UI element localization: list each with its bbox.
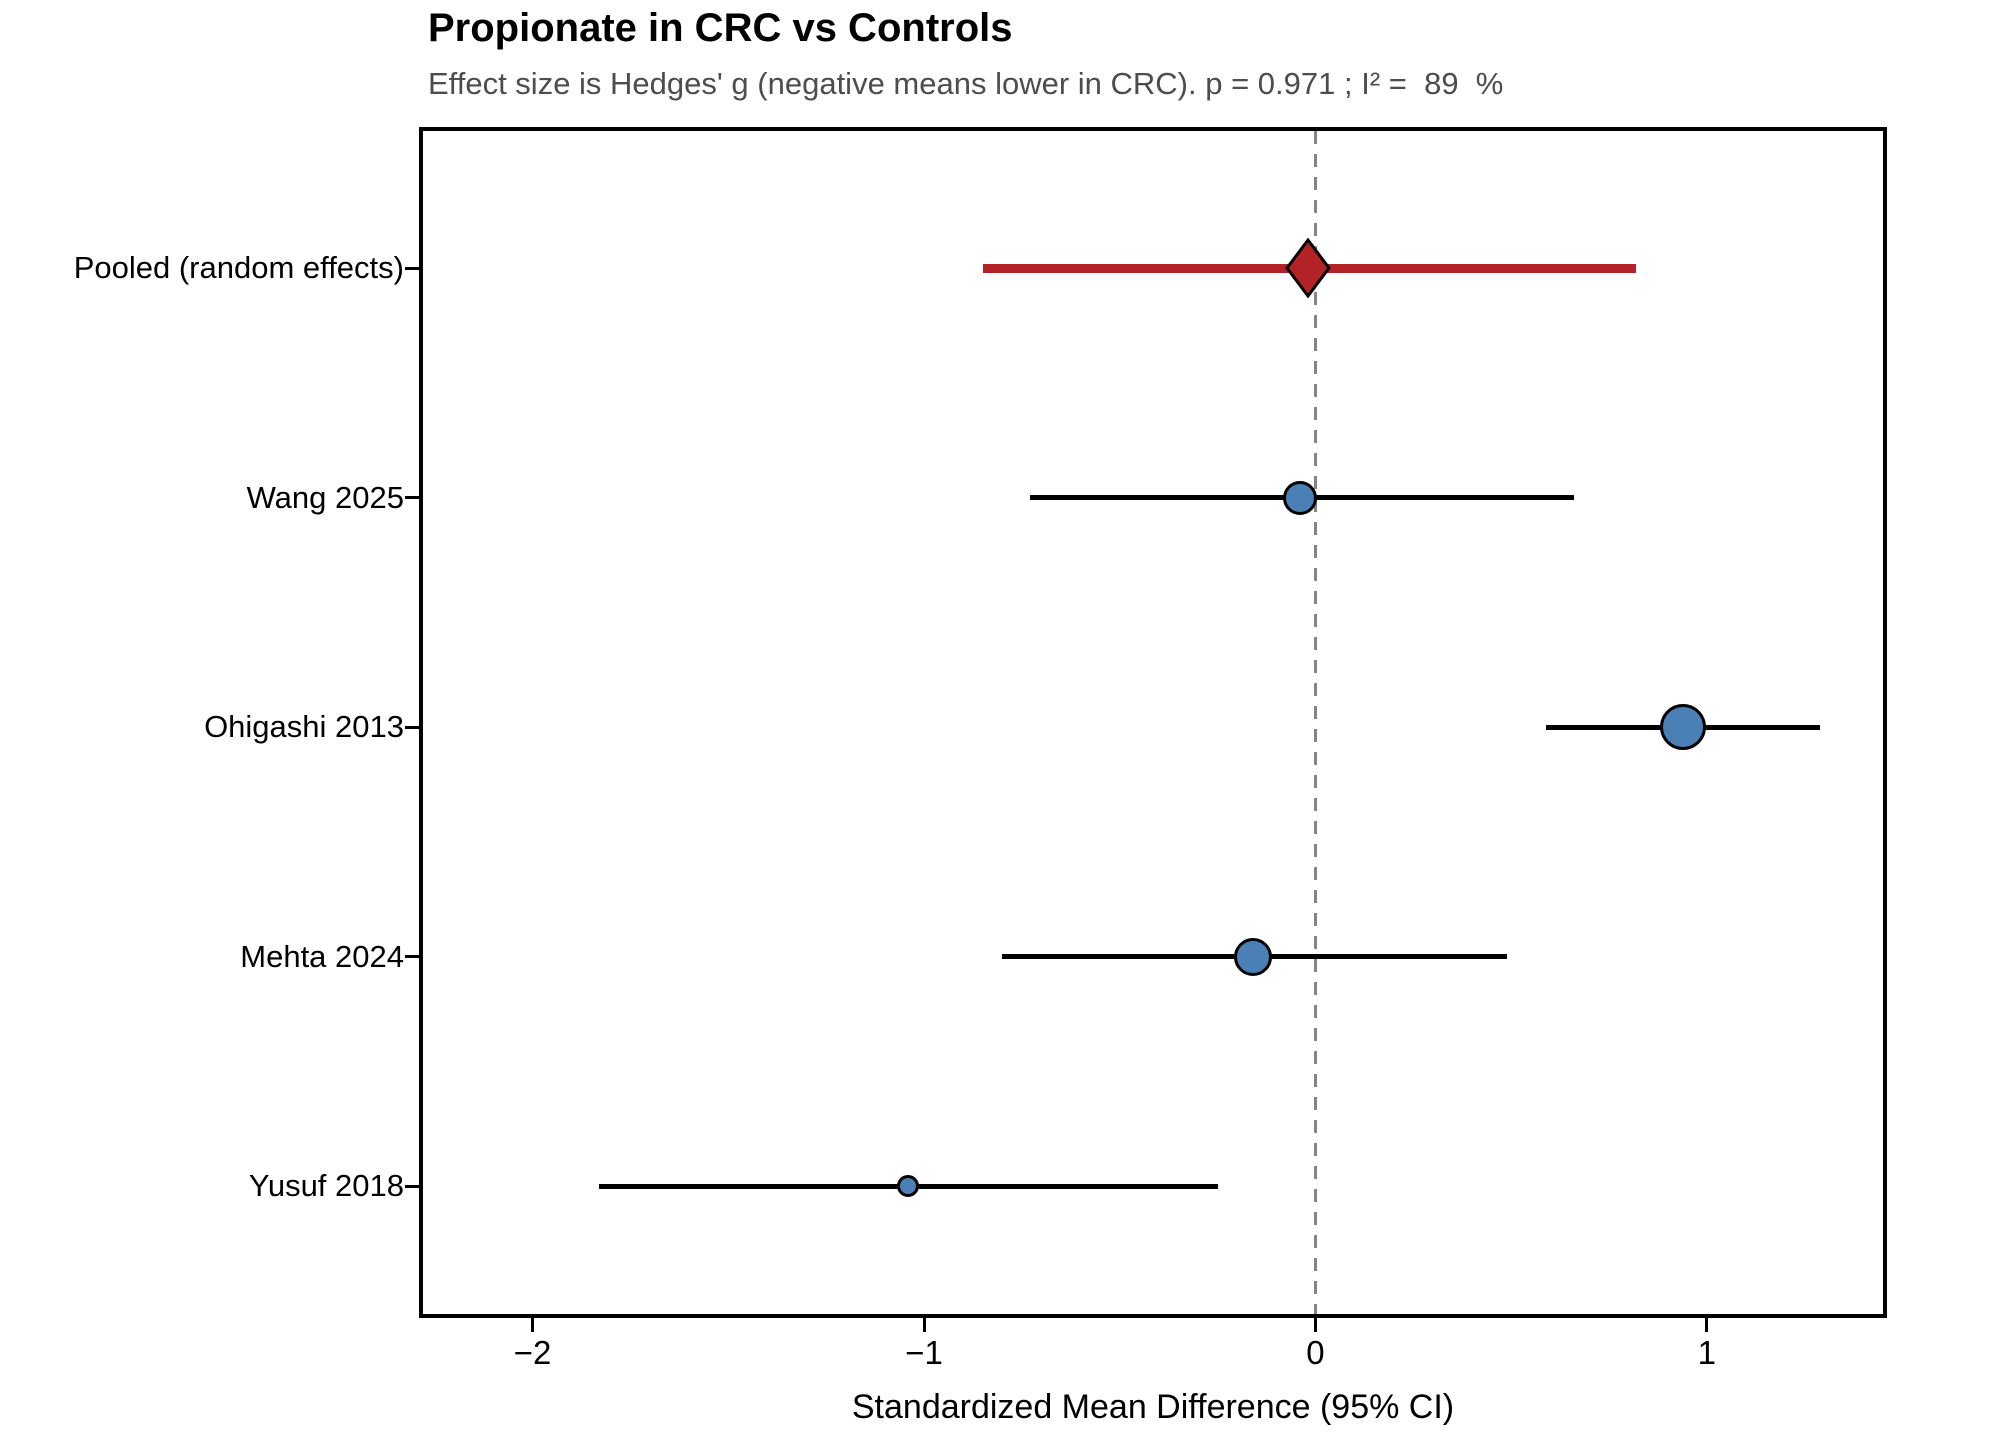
plot-panel: [405, 127, 1887, 1318]
x-axis-tick: [1705, 1318, 1709, 1332]
y-axis-tick: [405, 266, 419, 270]
row-label: Wang 2025: [246, 479, 404, 515]
row-label: Ohigashi 2013: [204, 709, 404, 745]
y-axis-tick: [405, 1184, 419, 1188]
x-tick-label: 0: [1306, 1334, 1325, 1371]
zero-reference-line: [1313, 131, 1317, 1314]
study-point-marker: [1282, 480, 1317, 515]
study-point-marker: [897, 1175, 920, 1198]
pooled-diamond-marker: [1284, 238, 1331, 299]
y-axis-tick: [405, 955, 419, 959]
row-label: Mehta 2024: [240, 938, 404, 974]
row-label: Pooled (random effects): [73, 250, 404, 286]
y-axis-tick: [405, 725, 419, 729]
x-axis-tick: [1313, 1318, 1317, 1332]
chart-title: Propionate in CRC vs Controls: [428, 6, 1013, 50]
x-axis-tick: [922, 1318, 926, 1332]
x-tick-label: 1: [1697, 1334, 1717, 1371]
x-axis-title: Standardized Mean Difference (95% CI): [851, 1388, 1455, 1426]
study-point-marker: [1233, 937, 1272, 976]
y-axis-tick: [405, 496, 419, 500]
row-label: Yusuf 2018: [248, 1168, 404, 1204]
study-point-marker: [1660, 704, 1707, 751]
chart-subtitle: Effect size is Hedges' g (negative means…: [428, 66, 1504, 101]
x-tick-label: −2: [513, 1334, 552, 1371]
x-axis-tick: [531, 1318, 535, 1332]
x-tick-label: −1: [905, 1334, 943, 1371]
